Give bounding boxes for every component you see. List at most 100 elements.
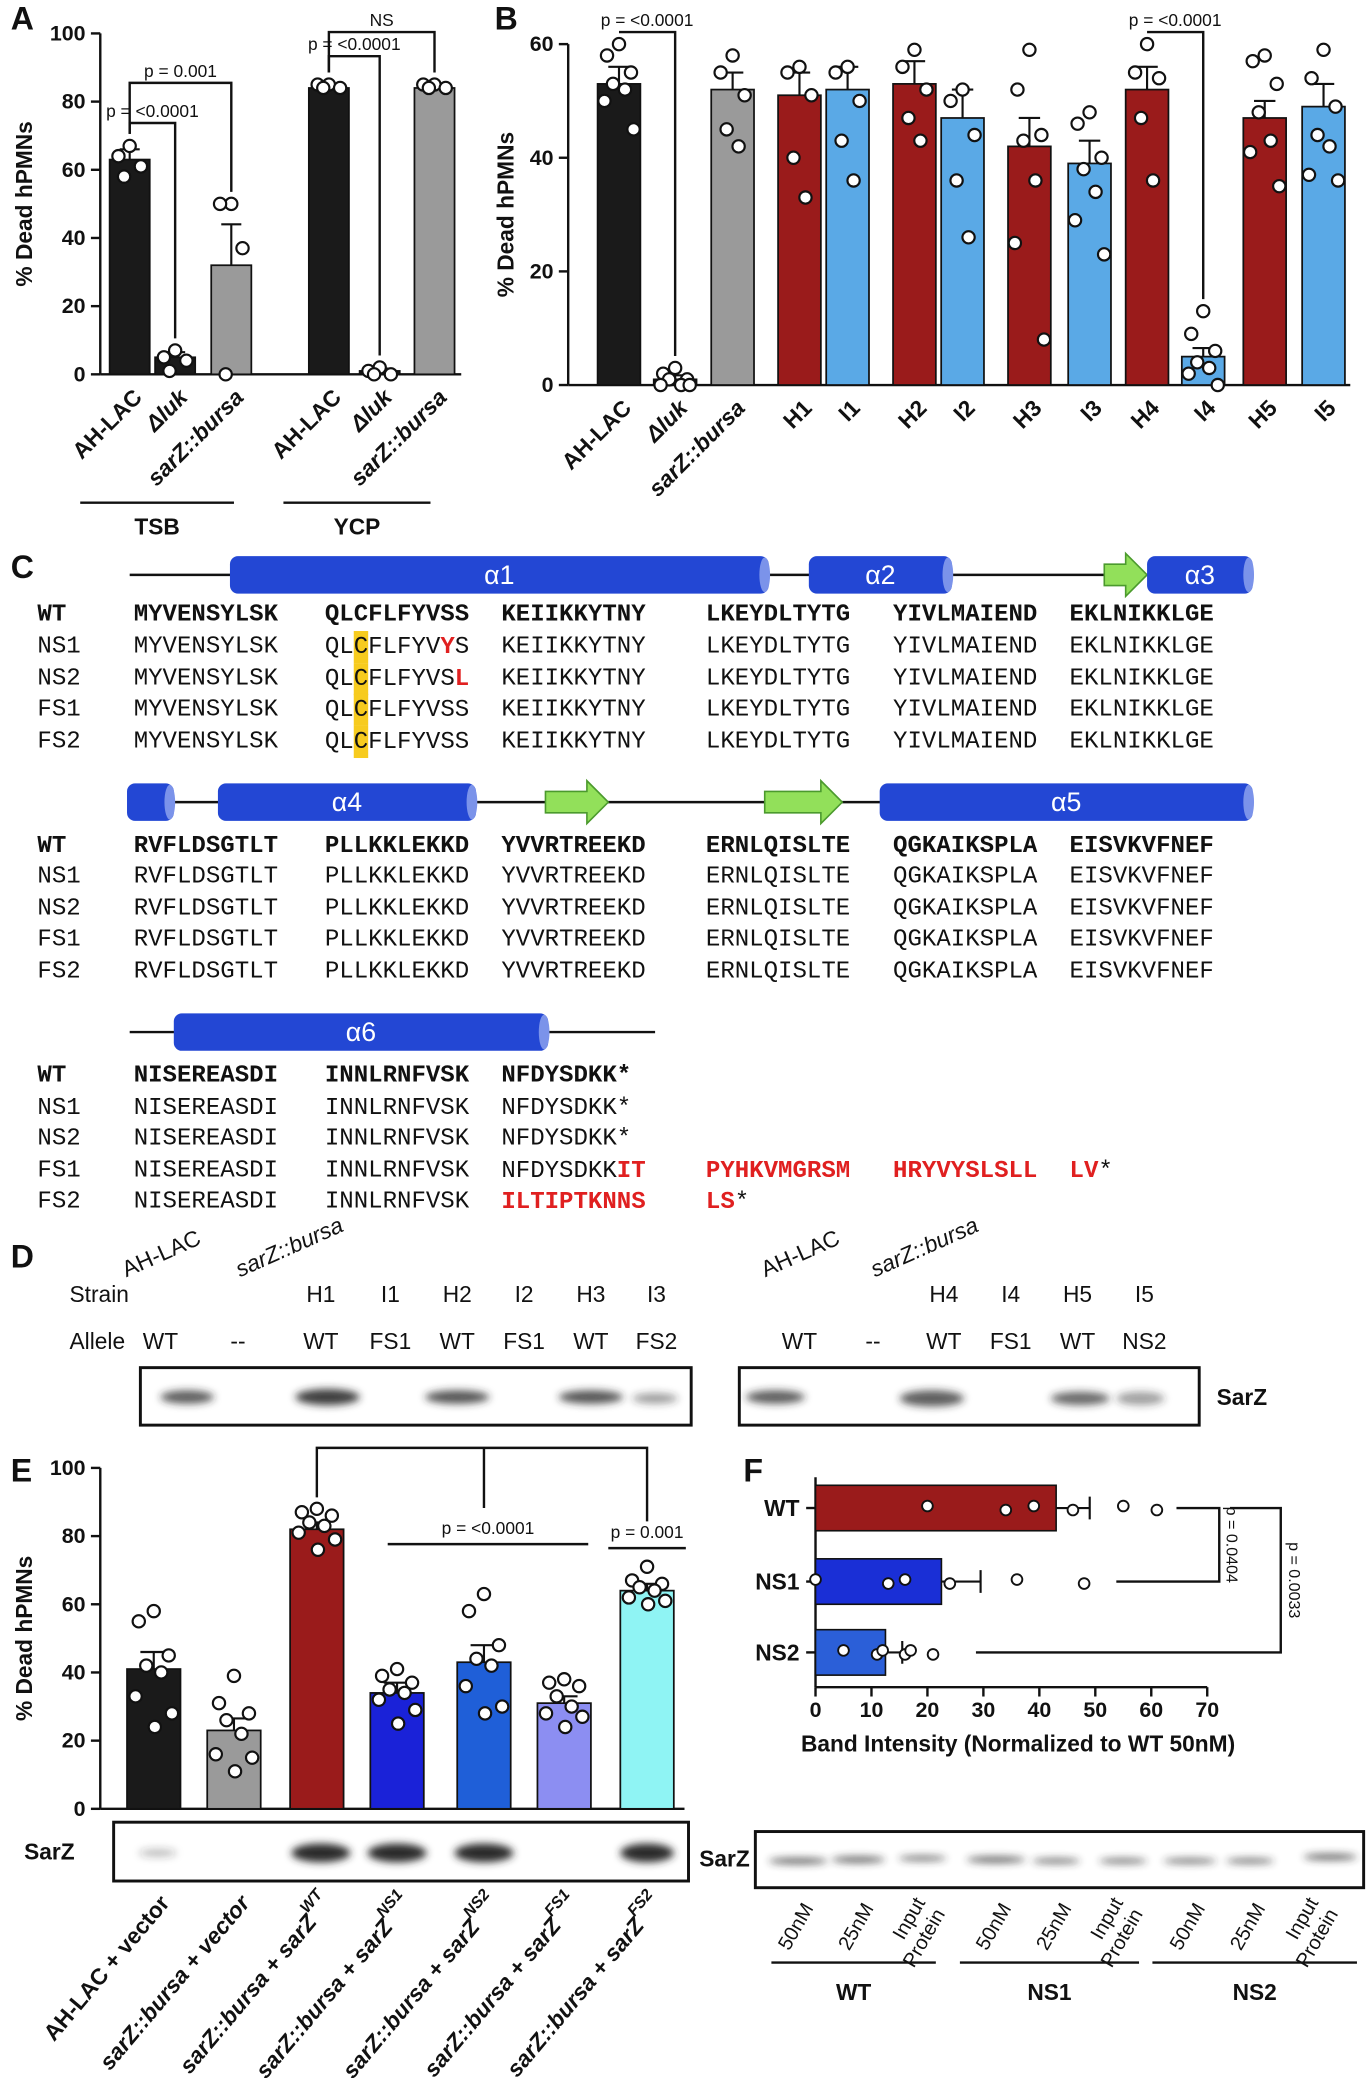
allele-label: FS1 <box>990 1328 1032 1354</box>
data-point <box>786 150 801 165</box>
sequence-segment: ERNLQISLTE <box>706 864 850 891</box>
sequence-segment: NFDYSDKK* <box>501 1095 631 1122</box>
x-tick-label: 40 <box>1027 1698 1051 1722</box>
blot-bands <box>768 1853 1357 1865</box>
data-point <box>647 1583 662 1598</box>
data-point <box>1117 1499 1130 1513</box>
annotation: p = <0.0001 <box>308 34 401 54</box>
sequence-segment: QLCFLFYVSS <box>325 696 469 723</box>
sequence-segment: EISVKVFNEF <box>1070 926 1214 953</box>
sequence-name: NS1 <box>37 634 80 661</box>
data-point <box>1181 366 1196 381</box>
sequence-segment: QLCFLFYVYS <box>325 634 469 661</box>
panel-d-blots <box>138 1366 1201 1427</box>
bar <box>289 1528 345 1810</box>
blot-band <box>1098 1858 1148 1864</box>
data-point <box>1010 1573 1024 1586</box>
panel-label: A <box>11 1 34 37</box>
data-point <box>1195 303 1211 319</box>
allele-label: FS2 <box>636 1328 678 1354</box>
blot-band <box>1303 1853 1357 1861</box>
strand-arrow <box>763 778 844 826</box>
sequence-segment: QLCFLFYVSS <box>325 601 469 628</box>
data-point <box>617 82 633 97</box>
sequence-segment: HRYVYSLSLL <box>893 1158 1037 1185</box>
allele-label: FS1 <box>370 1328 412 1354</box>
sequence-name: FS2 <box>37 1188 80 1215</box>
lane-label: 25nM <box>1226 1900 1270 1954</box>
blot-label: SarZ <box>699 1845 750 1871</box>
sequence-segment: NISEREASDI <box>134 1095 278 1122</box>
data-point <box>111 148 126 164</box>
sequence-segment: PLLKKLEKKD <box>325 958 469 985</box>
data-point <box>549 1689 564 1704</box>
data-point <box>921 1499 934 1513</box>
category-text: H4 <box>1125 394 1164 433</box>
blot-band <box>1032 1858 1081 1864</box>
data-point <box>556 1672 572 1687</box>
data-point <box>599 48 615 63</box>
allele-label: -- <box>230 1328 245 1354</box>
data-point <box>564 1699 579 1714</box>
blot-bands <box>139 1843 674 1863</box>
data-point <box>1242 144 1258 160</box>
significance-bracket <box>128 81 233 192</box>
data-point <box>1272 178 1287 194</box>
data-point <box>626 122 641 137</box>
strain-label: sarZ::bursa <box>866 1211 982 1281</box>
sequence-segment: NFDYSDKK* <box>501 1126 631 1153</box>
y-tick-label: 40 <box>62 226 86 250</box>
group-label: YCP <box>334 514 381 540</box>
helix-label: α6 <box>346 1017 376 1047</box>
residues: S <box>455 634 469 661</box>
annotation: NS <box>370 10 394 30</box>
data-point <box>438 80 453 96</box>
data-point <box>898 1573 912 1586</box>
strain-label: I1 <box>381 1281 400 1307</box>
category-text: AH-LAC <box>67 384 147 464</box>
significance-bracket <box>1147 30 1205 300</box>
data-point <box>164 1706 180 1721</box>
bar <box>1301 105 1346 386</box>
data-point <box>919 82 934 97</box>
residue-highlight <box>353 631 369 664</box>
sequence-segment: RVFLDSGTLT <box>134 864 278 891</box>
allele-label: WT <box>1060 1328 1095 1354</box>
helix <box>229 556 769 594</box>
row-label: Strain <box>70 1281 129 1307</box>
bar <box>108 158 151 376</box>
bar <box>814 1558 943 1606</box>
helix <box>217 783 476 821</box>
category-text: I3 <box>1075 395 1107 427</box>
data-point <box>1077 1577 1091 1590</box>
data-point <box>317 1518 332 1534</box>
blot-band <box>454 1843 514 1863</box>
data-point <box>146 1603 161 1619</box>
sequence-name: FS2 <box>37 958 80 985</box>
data-point <box>575 1709 590 1724</box>
sequence-segment: MYVENSYLSK <box>134 634 279 661</box>
data-point <box>167 343 183 358</box>
strain-label: H1 <box>306 1281 335 1307</box>
data-point <box>1310 127 1325 143</box>
data-point <box>235 240 250 256</box>
blot-band <box>898 1855 947 1861</box>
blot-band <box>899 1390 964 1407</box>
sequence-segment: MYVENSYLSK <box>134 601 279 628</box>
sequence-segment: ILTIPTKNNS <box>501 1188 645 1215</box>
sequence-segment: QGKAIKSPLA <box>893 958 1038 985</box>
sequence-segment: EISVKVFNEF <box>1070 864 1214 891</box>
allele-label: WT <box>440 1328 475 1354</box>
data-point <box>390 1716 406 1731</box>
residues: * <box>1098 1158 1112 1185</box>
bar <box>1242 117 1287 386</box>
data-point <box>383 367 399 382</box>
blot-band <box>139 1848 177 1857</box>
helix-cap <box>538 1014 550 1050</box>
blot-band <box>768 1857 828 1865</box>
x-tick-label: AH-LAC <box>266 384 346 464</box>
allele-label: FS1 <box>503 1328 545 1354</box>
sequence-segment: QGKAIKSPLA <box>893 864 1038 891</box>
data-point <box>227 1764 243 1779</box>
sequence-segment: QLCFLFYVSS <box>325 728 469 755</box>
